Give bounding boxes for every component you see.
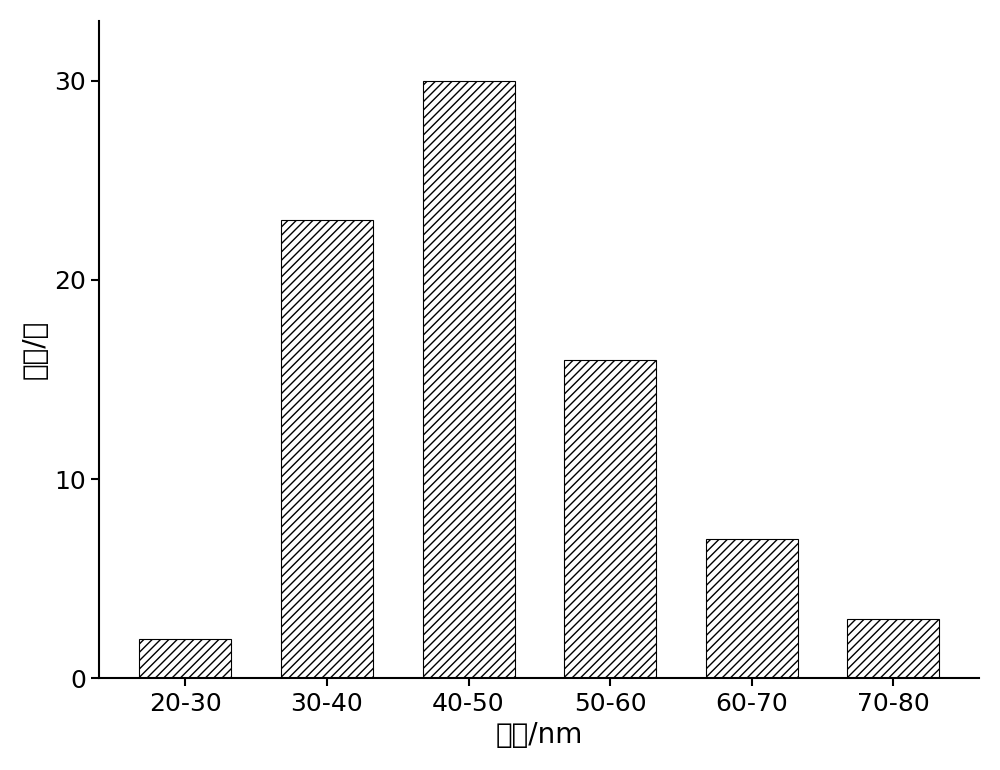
Bar (706, 539, 798, 678)
Bar (423, 81, 515, 678)
Y-axis label: 数量/个: 数量/个 (21, 320, 49, 380)
Bar (564, 360, 656, 678)
Bar (847, 618, 939, 678)
Bar (139, 638, 231, 678)
Bar (281, 220, 373, 678)
X-axis label: 粒径/nm: 粒径/nm (496, 721, 583, 749)
